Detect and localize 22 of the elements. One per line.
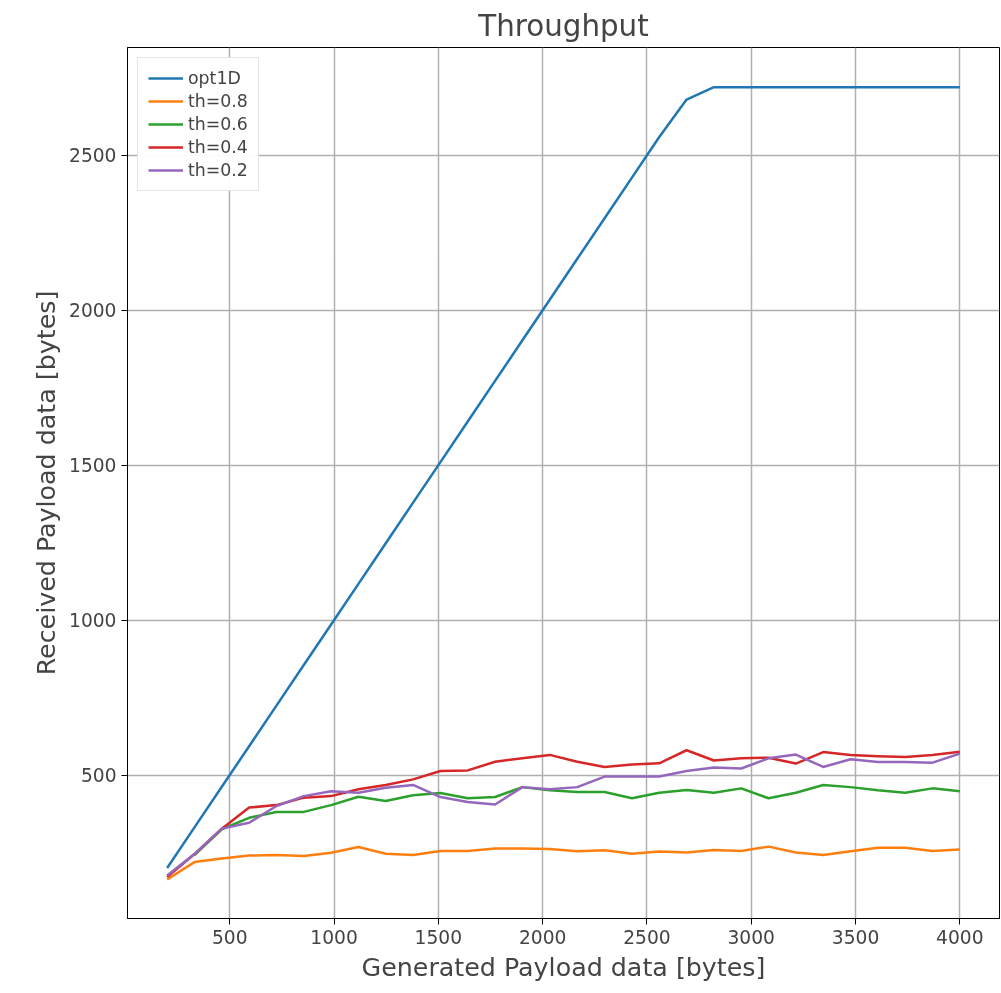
x-tick-label: 1000: [310, 926, 358, 948]
legend-label: th=0.6: [188, 114, 248, 134]
y-tick-label: 500: [80, 765, 117, 787]
line-series: [165, 845, 962, 881]
x-tick-label: 1500: [414, 926, 463, 948]
legend-label: opt1D: [188, 68, 241, 88]
x-tick-label: 3500: [831, 926, 880, 948]
y-tick-label: 1500: [69, 455, 117, 477]
chart-title: Throughput: [477, 8, 649, 43]
y-axis-title: Received Payload data [bytes]: [31, 290, 62, 676]
y-tick-label: 1000: [69, 610, 117, 632]
y-tick-label: 2500: [69, 145, 117, 167]
x-tick-label: 4000: [936, 926, 984, 948]
legend-label: th=0.2: [188, 160, 248, 180]
legend-label: th=0.8: [188, 91, 248, 111]
legend-label: th=0.4: [188, 137, 248, 157]
y-tick-label: 2000: [69, 300, 117, 322]
x-tick-label: 3000: [727, 926, 775, 948]
x-tick-label: 2500: [623, 926, 671, 948]
x-tick-label: 2000: [518, 926, 567, 948]
x-axis-title: Generated Payload data [bytes]: [361, 951, 766, 982]
x-tick-label: 500: [211, 926, 248, 948]
